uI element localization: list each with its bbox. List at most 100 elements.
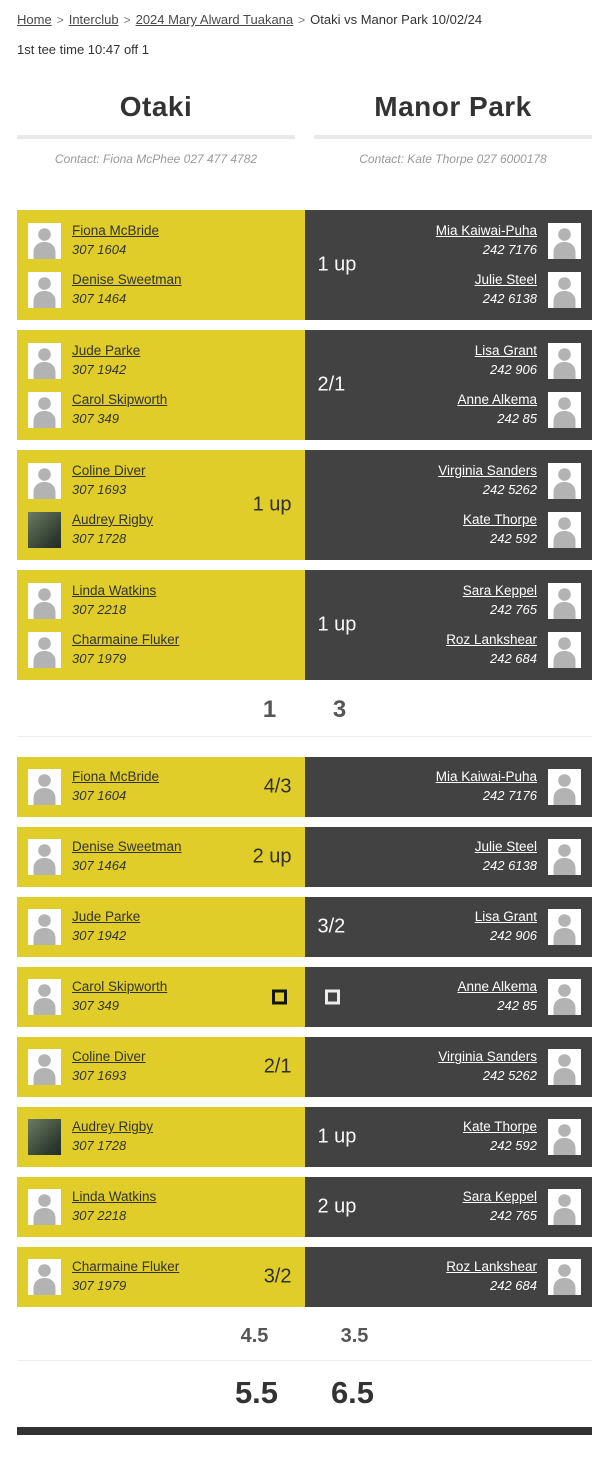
player-name-link[interactable]: Denise Sweetman [72,839,182,855]
player-number: 242 906 [490,928,537,944]
player-name-link[interactable]: Denise Sweetman [72,271,182,287]
player-entry: Charmaine Fluker 307 1979 [28,1259,294,1295]
singles-subtotal-row: 4.5 3.5 [0,1325,609,1348]
home-team-contact: Contact: Fiona McPhee 027 477 4782 [54,152,258,166]
player-number: 242 85 [497,410,537,426]
player-entry: Jude Parke 307 1942 [28,909,294,945]
player-name-link[interactable]: Sara Keppel [462,582,537,598]
player-name-link[interactable]: Jude Parke [72,909,141,925]
player-name-link[interactable]: Virginia Sanders [438,462,537,478]
player-name-link[interactable]: Carol Skipworth [72,979,168,995]
player-name-link[interactable]: Jude Parke [72,342,141,358]
player-name-link[interactable]: Virginia Sanders [438,1049,537,1065]
away-side: Virginia Sanders 242 5262 Kate Thorpe 24… [304,450,592,560]
breadcrumb-separator: > [298,13,306,27]
player-number: 242 7176 [482,241,537,257]
player-avatar [28,462,61,499]
person-silhouette-icon [548,511,581,548]
person-silhouette-icon [28,769,61,805]
player-name-link[interactable]: Audrey Rigby [72,1119,154,1135]
player-name-link[interactable]: Charmaine Fluker [72,1259,180,1275]
person-silhouette-icon [28,631,61,668]
home-score: 3/2 [263,1265,292,1288]
player-entry: Denise Sweetman 307 1464 [28,271,294,308]
person-silhouette-icon [28,839,61,875]
player-name-link[interactable]: Sara Keppel [462,1189,537,1205]
player-name-link[interactable]: Audrey Rigby [72,511,154,527]
player-name-link[interactable]: Kate Thorpe [462,511,537,527]
player-avatar [548,462,581,499]
home-side: Denise Sweetman 307 1464 2 up [17,827,305,887]
player-name-link[interactable]: Roz Lankshear [446,631,537,647]
player-name-link[interactable]: Coline Diver [72,462,146,478]
player-number: 307 1942 [72,361,127,377]
player-entry: Jude Parke 307 1942 [28,342,294,379]
player-entry: Mia Kaiwai-Puha 242 7176 [316,222,581,259]
player-name-link[interactable]: Lisa Grant [474,342,537,358]
player-number: 242 684 [490,1278,537,1294]
final-total-home: 5.5 [234,1375,279,1410]
player-avatar [28,1119,61,1155]
pairs-matches-section: Fiona McBride 307 1604 Denise Sweetman 3… [0,210,609,680]
player-entry: Linda Watkins 307 2218 [28,1189,294,1225]
person-silhouette-icon [28,271,61,308]
section-divider [17,1360,592,1361]
away-side: Lisa Grant 242 906 Anne Alkema 242 85 2/… [304,330,592,440]
person-silhouette-icon [28,391,61,428]
halved-checkbox-icon [271,989,287,1005]
player-name-link[interactable]: Linda Watkins [72,1189,157,1205]
player-number: 307 1693 [72,481,127,497]
player-name-link[interactable]: Fiona McBride [72,769,160,785]
singles-subtotal-away: 3.5 [340,1325,369,1347]
player-entry: Kate Thorpe 242 592 [316,511,581,548]
player-number: 242 5262 [482,481,537,497]
singles-matches-section: Fiona McBride 307 1604 4/3 Mia Kaiwai-Pu… [0,757,609,1307]
player-number: 242 592 [490,530,537,546]
player-avatar [548,839,581,875]
away-score: 1 up [317,613,357,636]
player-avatar [28,909,61,945]
player-name-link[interactable]: Coline Diver [72,1049,146,1065]
final-totals-row: 5.5 6.5 [0,1375,609,1411]
pairs-match-row: Coline Diver 307 1693 Audrey Rigby 307 1… [17,450,592,560]
player-name-link[interactable]: Mia Kaiwai-Puha [435,222,537,238]
player-name-link[interactable]: Charmaine Fluker [72,631,180,647]
player-number: 242 5262 [482,1068,537,1084]
pairs-match-row: Fiona McBride 307 1604 Denise Sweetman 3… [17,210,592,320]
player-name-link[interactable]: Fiona McBride [72,222,160,238]
person-silhouette-icon [548,462,581,499]
player-avatar [548,391,581,428]
player-name-link[interactable]: Carol Skipworth [72,391,168,407]
away-score: 2 up [317,1195,357,1218]
breadcrumb-link-home[interactable]: Home [17,12,52,27]
player-number: 307 1604 [72,788,127,804]
pairs-subtotal-row: 1 3 [0,696,609,724]
player-name-link[interactable]: Kate Thorpe [462,1119,537,1135]
home-team-name: Otaki [119,91,193,122]
player-name-link[interactable]: Julie Steel [474,271,537,287]
halved-checkbox-icon [324,989,340,1005]
home-side: Charmaine Fluker 307 1979 3/2 [17,1247,305,1307]
player-avatar [28,631,61,668]
player-name-link[interactable]: Roz Lankshear [446,1259,537,1275]
breadcrumb-link-interclub[interactable]: Interclub [68,12,119,27]
singles-match-row: Carol Skipworth 307 349 Anne Alkema 242 … [17,967,592,1027]
player-avatar [548,1259,581,1295]
player-name-link[interactable]: Anne Alkema [457,979,537,995]
breadcrumb-link-competition[interactable]: 2024 Mary Alward Tuakana [135,12,294,27]
player-entry: Kate Thorpe 242 592 [316,1119,581,1155]
player-avatar [28,342,61,379]
player-name-link[interactable]: Anne Alkema [457,391,537,407]
away-score: 3/2 [317,915,346,938]
person-silhouette-icon [548,979,581,1015]
player-number: 307 1942 [72,928,127,944]
away-team-contact: Contact: Kate Thorpe 027 6000178 [359,152,547,166]
player-avatar [28,271,61,308]
player-name-link[interactable]: Lisa Grant [474,909,537,925]
singles-match-row: Fiona McBride 307 1604 4/3 Mia Kaiwai-Pu… [17,757,592,817]
player-name-link[interactable]: Mia Kaiwai-Puha [435,769,537,785]
player-name-link[interactable]: Linda Watkins [72,582,157,598]
player-name-link[interactable]: Julie Steel [474,839,537,855]
person-silhouette-icon [548,1049,581,1085]
player-avatar [28,1259,61,1295]
